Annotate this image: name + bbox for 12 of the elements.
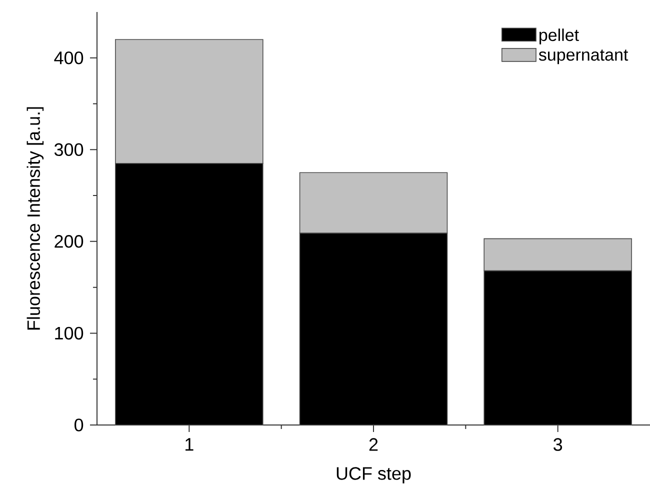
y-tick-label: 200 bbox=[54, 235, 84, 248]
legend-label: supernatant bbox=[538, 50, 628, 64]
y-tick-label: 300 bbox=[54, 143, 84, 156]
y-tick-label: 100 bbox=[55, 326, 84, 340]
y-axis-title: Fluorescence Intensity [a.u.] bbox=[26, 107, 44, 330]
x-tick-label: 2 bbox=[369, 438, 378, 451]
x-axis-title: UCF step bbox=[336, 467, 411, 484]
y-tick-label: 0 bbox=[74, 418, 84, 432]
legend-label: pellet bbox=[540, 28, 579, 44]
x-tick-label: 1 bbox=[186, 438, 194, 451]
y-tick-label: 400 bbox=[54, 52, 84, 64]
x-tick-label: 3 bbox=[554, 438, 562, 451]
